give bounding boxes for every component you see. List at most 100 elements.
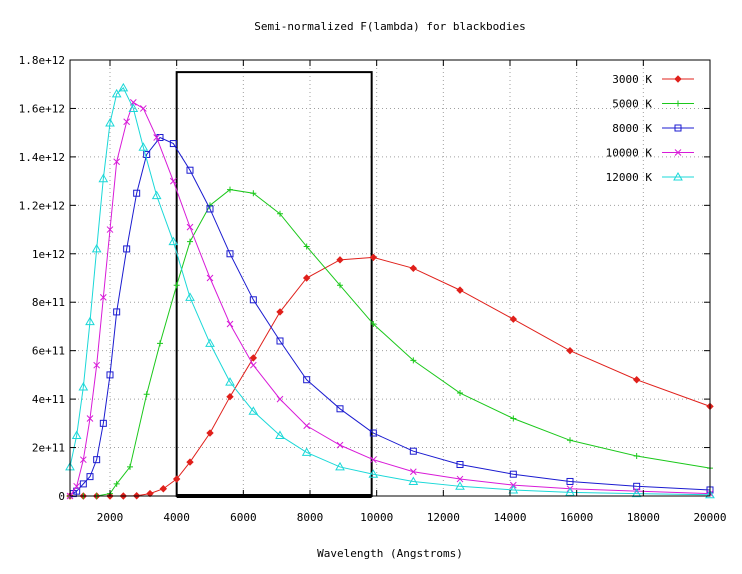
- data-point-10000-k: [249, 361, 257, 369]
- y-tick-label: 0: [58, 490, 65, 503]
- data-point-5000-k: [337, 282, 343, 289]
- data-point-8000-k: [169, 140, 177, 148]
- x-tick-label: 10000: [360, 511, 393, 524]
- y-tick-label: 1.6e+12: [19, 102, 65, 115]
- data-point-3000-k: [302, 274, 311, 282]
- data-point-8000-k: [79, 480, 87, 488]
- data-point-3000-k: [456, 286, 464, 294]
- data-point-3000-k: [369, 253, 378, 262]
- data-point-3000-k: [186, 458, 194, 466]
- data-point-10000-k: [409, 468, 417, 476]
- data-point-8000-k: [113, 308, 121, 316]
- data-point-3000-k: [206, 429, 214, 437]
- data-point-12000-k: [168, 236, 179, 246]
- data-point-5000-k: [143, 391, 150, 398]
- data-point-5000-k: [227, 186, 233, 193]
- data-point-5000-k: [187, 238, 193, 245]
- data-point-10000-k: [226, 320, 234, 328]
- data-point-10000-k: [113, 158, 121, 166]
- data-point-3000-k: [249, 354, 258, 362]
- data-point-8000-k: [249, 296, 257, 304]
- x-tick-label: 8000: [297, 511, 324, 524]
- data-point-8000-k: [226, 250, 234, 258]
- data-point-3000-k: [632, 376, 641, 384]
- legend-marker-12000-k: [673, 171, 683, 181]
- legend: 3000 K 5000 K 8000 K 10000 K 12000 K: [606, 73, 694, 184]
- data-point-8000-k: [369, 429, 377, 437]
- data-point-5000-k: [277, 210, 283, 217]
- data-point-12000-k: [335, 461, 345, 471]
- data-point-5000-k: [113, 480, 120, 487]
- data-point-12000-k: [225, 377, 235, 386]
- data-point-12000-k: [275, 430, 285, 439]
- data-point-12000-k: [118, 82, 129, 92]
- y-tick-label: 1.8e+12: [19, 54, 65, 67]
- data-point-12000-k: [138, 142, 149, 151]
- data-point-10000-k: [186, 223, 194, 231]
- y-tick-label: 1.2e+12: [19, 199, 65, 212]
- y-tick-label: 6e+11: [32, 345, 65, 358]
- data-point-5000-k: [173, 282, 180, 289]
- series-line-8000-k: [73, 136, 711, 494]
- x-tick-label: 18000: [627, 511, 660, 524]
- data-point-8000-k: [456, 461, 464, 469]
- data-point-3000-k: [509, 315, 518, 323]
- data-point-10000-k: [86, 415, 94, 422]
- data-point-10000-k: [456, 475, 464, 483]
- highlight-box: [175, 71, 373, 497]
- data-point-5000-k: [157, 340, 163, 347]
- data-point-8000-k: [93, 456, 101, 464]
- data-point-8000-k: [409, 447, 417, 455]
- data-point-10000-k: [106, 226, 114, 233]
- series-8000-k: [69, 134, 714, 498]
- data-point-5000-k: [457, 390, 463, 397]
- data-point-5000-k: [510, 415, 517, 422]
- chart-title: Semi-normalized F(lambda) for blackbodie…: [254, 20, 526, 33]
- x-tick-label: 20000: [693, 511, 726, 524]
- data-point-12000-k: [71, 430, 82, 439]
- series-layer: [65, 82, 715, 500]
- data-point-10000-k: [99, 294, 107, 301]
- y-tick-label: 1.4e+12: [19, 151, 65, 164]
- annotation-box-layer: [175, 71, 373, 498]
- data-point-8000-k: [206, 205, 214, 213]
- data-point-12000-k: [508, 484, 519, 494]
- data-point-8000-k: [106, 371, 114, 379]
- data-point-12000-k: [185, 292, 195, 301]
- y-tick-label: 8e+11: [32, 296, 65, 309]
- data-point-8000-k: [566, 477, 574, 485]
- x-tick-label: 12000: [427, 511, 460, 524]
- y-tick-label: 2e+11: [32, 442, 65, 455]
- data-point-12000-k: [368, 469, 379, 478]
- data-point-3000-k: [336, 256, 344, 264]
- data-point-12000-k: [408, 476, 419, 485]
- data-point-8000-k: [336, 405, 344, 413]
- data-point-3000-k: [276, 308, 284, 316]
- data-point-5000-k: [127, 463, 133, 470]
- data-point-10000-k: [73, 482, 81, 490]
- data-point-12000-k: [98, 173, 109, 183]
- legend-label-10000-k: 10000 K: [606, 147, 653, 160]
- data-point-3000-k: [159, 485, 168, 493]
- legend-marker-10000-k: [674, 149, 682, 156]
- data-point-12000-k: [105, 117, 115, 127]
- y-tick-label: 1e+12: [32, 248, 65, 261]
- data-point-12000-k: [78, 381, 89, 391]
- series-3000-k: [66, 253, 714, 500]
- data-point-10000-k: [336, 441, 344, 449]
- legend-marker-3000-k: [674, 75, 682, 83]
- data-point-8000-k: [86, 473, 94, 481]
- data-point-3000-k: [146, 489, 154, 498]
- data-point-10000-k: [79, 456, 87, 464]
- data-point-5000-k: [303, 243, 310, 250]
- data-point-10000-k: [169, 177, 177, 185]
- x-axis-label: Wavelength (Angstroms): [317, 547, 463, 560]
- data-point-12000-k: [565, 487, 575, 496]
- data-point-5000-k: [410, 357, 417, 364]
- data-point-10000-k: [139, 105, 147, 112]
- plot-frame: [69, 59, 711, 497]
- data-point-8000-k: [276, 337, 284, 345]
- data-point-3000-k: [172, 475, 181, 483]
- x-tick-label: 2000: [97, 511, 124, 524]
- data-point-10000-k: [153, 134, 161, 141]
